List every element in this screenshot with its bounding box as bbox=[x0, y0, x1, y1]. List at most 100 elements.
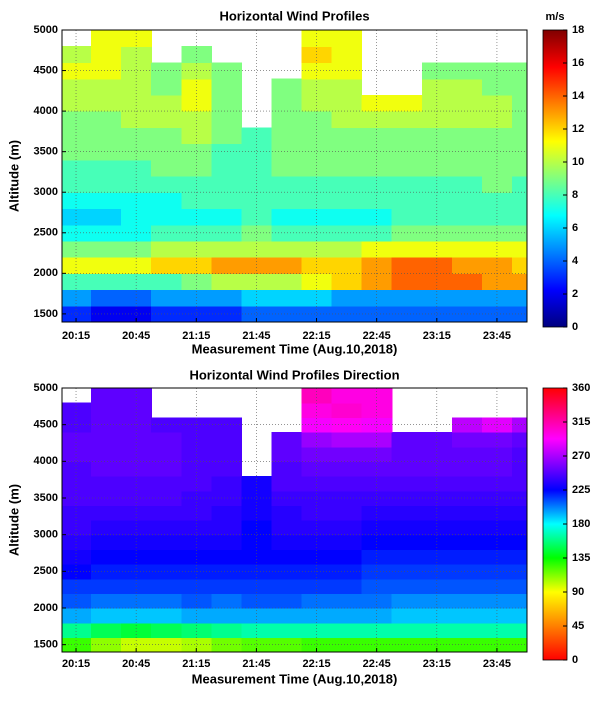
x-tick-label: 20:15 bbox=[62, 658, 90, 670]
heatmap-cell bbox=[211, 159, 242, 177]
y-tick-label: 2000 bbox=[34, 602, 58, 614]
heatmap-cell bbox=[481, 593, 513, 609]
heatmap-cell bbox=[151, 593, 182, 609]
heatmap-cell bbox=[451, 208, 483, 226]
chart-panel: 20:15 20:45 21:15 21:45 22:15 22:45 23:15 23:45… bbox=[6, 367, 590, 686]
heatmap-cell bbox=[481, 622, 513, 638]
heatmap-cell bbox=[211, 564, 242, 580]
heatmap-cell bbox=[481, 534, 513, 550]
heatmap-cell bbox=[121, 224, 152, 242]
heatmap-cell bbox=[121, 622, 152, 638]
heatmap-cell bbox=[62, 490, 92, 506]
heatmap-cell bbox=[211, 176, 242, 193]
heatmap-cell bbox=[151, 176, 182, 193]
heatmap-cell bbox=[91, 505, 122, 521]
heatmap-cell bbox=[391, 549, 423, 565]
chart-title: Horizontal Wind Profiles bbox=[219, 8, 369, 23]
heatmap-cell bbox=[181, 78, 212, 96]
heatmap-cell bbox=[121, 30, 152, 47]
heatmap-cell bbox=[331, 622, 363, 638]
x-tick-label: 21:45 bbox=[242, 330, 270, 342]
heatmap bbox=[62, 388, 527, 652]
heatmap-cell bbox=[391, 461, 423, 477]
heatmap-cell bbox=[301, 622, 333, 638]
heatmap-cell bbox=[271, 273, 303, 291]
heatmap-cell bbox=[62, 520, 92, 536]
x-tick-label: 22:15 bbox=[302, 658, 330, 670]
heatmap-cell bbox=[151, 564, 182, 580]
heatmap-cell bbox=[271, 192, 303, 210]
heatmap-cell bbox=[241, 520, 273, 536]
heatmap-cell bbox=[91, 520, 122, 536]
heatmap-cell bbox=[421, 273, 453, 291]
heatmap-cell bbox=[361, 176, 393, 193]
heatmap-cell bbox=[451, 608, 483, 624]
colorbar-tick-label: 14 bbox=[572, 90, 585, 102]
y-tick-label: 2500 bbox=[34, 227, 58, 239]
heatmap-cell bbox=[211, 111, 242, 128]
heatmap-cell bbox=[301, 476, 333, 492]
heatmap-cell bbox=[511, 490, 527, 506]
heatmap-cell bbox=[211, 143, 242, 161]
heatmap-cell bbox=[211, 240, 242, 258]
heatmap-cell bbox=[361, 224, 393, 242]
heatmap-cell bbox=[121, 593, 152, 609]
heatmap-cell bbox=[361, 208, 393, 226]
heatmap-cell bbox=[211, 490, 242, 506]
chart-panel: 20:15 20:45 21:15 21:45 22:15 22:45 23:15 23:45… bbox=[6, 8, 585, 356]
heatmap-cell bbox=[91, 432, 122, 448]
heatmap-cell bbox=[121, 257, 152, 274]
heatmap-cell bbox=[91, 637, 122, 652]
heatmap-cell bbox=[181, 240, 212, 258]
heatmap-cell bbox=[121, 476, 152, 492]
heatmap-cell bbox=[511, 240, 527, 258]
heatmap-cell bbox=[91, 476, 122, 492]
heatmap-cell bbox=[511, 593, 527, 609]
heatmap-cell bbox=[301, 176, 333, 193]
heatmap-cell bbox=[481, 127, 513, 145]
y-tick-label: 5000 bbox=[34, 24, 58, 36]
heatmap-cell bbox=[331, 476, 363, 492]
x-tick-label: 23:15 bbox=[423, 330, 451, 342]
heatmap-cell bbox=[271, 143, 303, 161]
x-axis-label: Measurement Time (Aug.10,2018) bbox=[192, 671, 398, 686]
heatmap-cell bbox=[361, 240, 393, 258]
heatmap-cell bbox=[361, 534, 393, 550]
heatmap-cell bbox=[121, 388, 152, 404]
heatmap-cell bbox=[241, 637, 273, 652]
heatmap-cell bbox=[331, 30, 363, 47]
y-tick-label: 4000 bbox=[34, 105, 58, 117]
heatmap-cell bbox=[121, 534, 152, 550]
heatmap-cell bbox=[511, 608, 527, 624]
heatmap-cell bbox=[91, 289, 122, 307]
heatmap-cell bbox=[181, 143, 212, 161]
heatmap-cell bbox=[62, 305, 92, 322]
heatmap-cell bbox=[391, 476, 423, 492]
colorbar bbox=[542, 29, 568, 328]
heatmap-cell bbox=[121, 520, 152, 536]
heatmap-cell bbox=[331, 192, 363, 210]
heatmap-cell bbox=[181, 94, 212, 112]
heatmap-cell bbox=[391, 273, 423, 291]
heatmap-cell bbox=[421, 593, 453, 609]
heatmap-cell bbox=[301, 30, 333, 47]
heatmap-cell bbox=[211, 62, 242, 80]
heatmap-cell bbox=[331, 608, 363, 624]
heatmap-cell bbox=[211, 417, 242, 433]
x-tick-label: 21:15 bbox=[182, 330, 210, 342]
heatmap-cell bbox=[151, 637, 182, 652]
heatmap-cell bbox=[361, 578, 393, 594]
heatmap-cell bbox=[451, 159, 483, 177]
heatmap-cell bbox=[151, 240, 182, 258]
heatmap-cell bbox=[481, 476, 513, 492]
heatmap-cell bbox=[91, 564, 122, 580]
heatmap-cell bbox=[151, 94, 182, 112]
heatmap-cell bbox=[361, 461, 393, 477]
x-tick-label: 22:45 bbox=[363, 330, 391, 342]
heatmap-cell bbox=[181, 549, 212, 565]
heatmap-cell bbox=[481, 240, 513, 258]
heatmap-cell bbox=[301, 534, 333, 550]
heatmap-cell bbox=[361, 608, 393, 624]
x-tick-label: 20:45 bbox=[122, 658, 150, 670]
heatmap-cell bbox=[361, 490, 393, 506]
